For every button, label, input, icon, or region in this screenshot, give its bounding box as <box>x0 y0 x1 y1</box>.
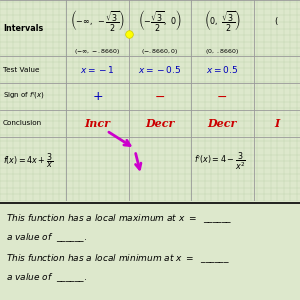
Text: $x = -0.5$: $x = -0.5$ <box>138 64 182 75</box>
Text: $x = 0.5$: $x = 0.5$ <box>206 64 238 75</box>
Text: $f'(x) = 4 - \dfrac{3}{x^2}$: $f'(x) = 4 - \dfrac{3}{x^2}$ <box>194 150 245 172</box>
Text: $\left(0,\ \dfrac{\sqrt{3}}{2}\right)$: $\left(0,\ \dfrac{\sqrt{3}}{2}\right)$ <box>203 9 241 34</box>
Text: Decr: Decr <box>145 118 174 129</box>
Text: Decr: Decr <box>207 118 237 129</box>
Text: $\mathit{This\ function\ has\ a\ local\ minimum\ at}$ $\mathit{x}\ =$  ______: $\mathit{This\ function\ has\ a\ local\ … <box>6 252 230 265</box>
Text: $\mathit{a\ value\ of}$  ______.: $\mathit{a\ value\ of}$ ______. <box>6 271 87 284</box>
Text: $x = -1$: $x = -1$ <box>80 64 115 75</box>
Text: Conclusion: Conclusion <box>3 120 42 126</box>
Text: $f(x) = 4x + \dfrac{3}{x}$: $f(x) = 4x + \dfrac{3}{x}$ <box>3 152 53 170</box>
Text: $(-\infty,-.8660)$: $(-\infty,-.8660)$ <box>74 47 121 56</box>
Text: $\mathit{This\ function\ has\ a\ local\ maximum\ at}$ $\mathit{x}\ =$  ______: $\mathit{This\ function\ has\ a\ local\ … <box>6 212 232 225</box>
Text: Test Value: Test Value <box>3 67 40 73</box>
Text: Sign of $f'(x)$: Sign of $f'(x)$ <box>3 91 45 102</box>
Text: I: I <box>274 118 279 129</box>
Text: $+$: $+$ <box>92 90 103 103</box>
Text: $\left(-\dfrac{\sqrt{3}}{2},\ 0\right)$: $\left(-\dfrac{\sqrt{3}}{2},\ 0\right)$ <box>138 9 182 34</box>
Text: $-$: $-$ <box>154 90 165 103</box>
Text: $-$: $-$ <box>216 90 228 103</box>
Text: Incr: Incr <box>85 118 110 129</box>
Text: Intervals: Intervals <box>3 24 43 33</box>
Text: $(0,\ .8660)$: $(0,\ .8660)$ <box>205 47 239 56</box>
Text: $($: $($ <box>274 15 279 27</box>
Text: $\left(-\infty,\ -\dfrac{\sqrt{3}}{2}\right)$: $\left(-\infty,\ -\dfrac{\sqrt{3}}{2}\ri… <box>70 9 125 34</box>
Text: $\mathit{a\ value\ of}$  ______.: $\mathit{a\ value\ of}$ ______. <box>6 231 87 244</box>
Text: $(-.8660, 0)$: $(-.8660, 0)$ <box>141 47 179 56</box>
